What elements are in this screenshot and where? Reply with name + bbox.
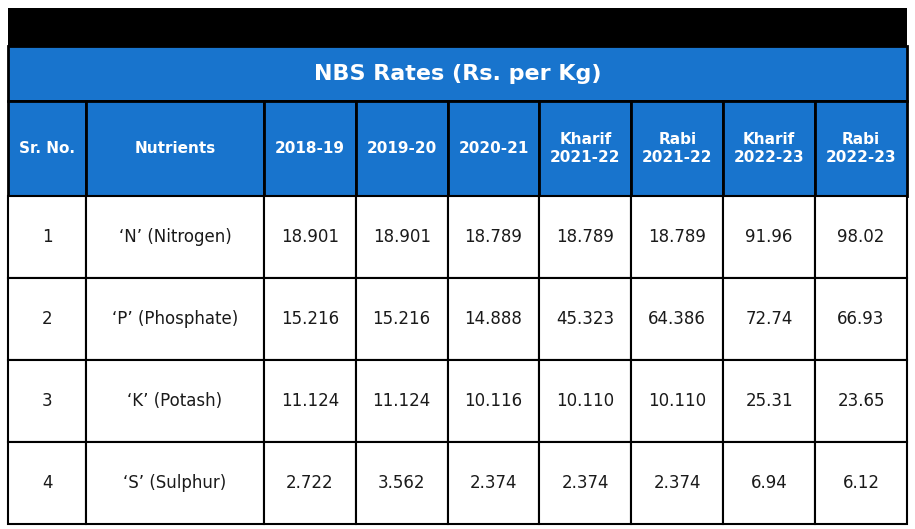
- Bar: [86, 101, 264, 196]
- Text: Sr. No.: Sr. No.: [19, 141, 75, 156]
- Text: Nutrients: Nutrients: [135, 141, 216, 156]
- Text: ‘N’ (Nitrogen): ‘N’ (Nitrogen): [119, 228, 231, 246]
- Bar: [447, 196, 540, 278]
- Text: 14.888: 14.888: [465, 310, 522, 328]
- Text: NBS Rates (Rs. per Kg): NBS Rates (Rs. per Kg): [314, 63, 601, 84]
- Bar: [8, 442, 86, 524]
- Bar: [356, 278, 447, 360]
- Text: 6.94: 6.94: [751, 474, 788, 492]
- Bar: [540, 278, 631, 360]
- Bar: [723, 196, 815, 278]
- Bar: [8, 196, 86, 278]
- Text: 23.65: 23.65: [837, 392, 885, 410]
- Text: 2: 2: [42, 310, 52, 328]
- Bar: [815, 442, 907, 524]
- Text: ‘P’ (Phosphate): ‘P’ (Phosphate): [112, 310, 238, 328]
- Text: 18.789: 18.789: [556, 228, 614, 246]
- Text: 18.901: 18.901: [372, 228, 431, 246]
- Bar: [86, 196, 264, 278]
- Bar: [815, 196, 907, 278]
- Text: ‘S’ (Sulphur): ‘S’ (Sulphur): [124, 474, 227, 492]
- Text: 18.789: 18.789: [649, 228, 706, 246]
- Text: ‘K’ (Potash): ‘K’ (Potash): [127, 392, 222, 410]
- Bar: [356, 196, 447, 278]
- Text: 15.216: 15.216: [281, 310, 339, 328]
- Text: 18.789: 18.789: [465, 228, 522, 246]
- Bar: [86, 278, 264, 360]
- Text: 98.02: 98.02: [837, 228, 885, 246]
- Bar: [815, 360, 907, 442]
- Bar: [631, 442, 723, 524]
- Text: 10.116: 10.116: [465, 392, 522, 410]
- Bar: [86, 360, 264, 442]
- Text: 91.96: 91.96: [746, 228, 793, 246]
- Text: 2018-19: 2018-19: [274, 141, 345, 156]
- Text: 15.216: 15.216: [372, 310, 431, 328]
- Bar: [815, 101, 907, 196]
- Text: 45.323: 45.323: [556, 310, 615, 328]
- Text: 2020-21: 2020-21: [458, 141, 529, 156]
- Text: 10.110: 10.110: [556, 392, 615, 410]
- Text: Rabi
2021-22: Rabi 2021-22: [642, 132, 713, 165]
- Bar: [540, 360, 631, 442]
- Text: 2.374: 2.374: [562, 474, 609, 492]
- Bar: [447, 442, 540, 524]
- Bar: [447, 101, 540, 196]
- Text: 11.124: 11.124: [372, 392, 431, 410]
- Text: 2.722: 2.722: [286, 474, 334, 492]
- Text: 18.901: 18.901: [281, 228, 339, 246]
- Bar: [723, 442, 815, 524]
- Bar: [631, 360, 723, 442]
- Text: 4: 4: [42, 474, 52, 492]
- Text: 3: 3: [42, 392, 52, 410]
- Text: 2.374: 2.374: [653, 474, 701, 492]
- Bar: [723, 360, 815, 442]
- Bar: [631, 278, 723, 360]
- Text: Kharif
2021-22: Kharif 2021-22: [550, 132, 620, 165]
- Bar: [264, 196, 356, 278]
- Bar: [8, 8, 907, 46]
- Text: 11.124: 11.124: [281, 392, 339, 410]
- Text: 66.93: 66.93: [837, 310, 885, 328]
- Text: Kharif
2022-23: Kharif 2022-23: [734, 132, 804, 165]
- Text: 3.562: 3.562: [378, 474, 425, 492]
- Bar: [356, 442, 447, 524]
- Bar: [631, 196, 723, 278]
- Text: 72.74: 72.74: [746, 310, 793, 328]
- Text: 2.374: 2.374: [469, 474, 517, 492]
- Bar: [264, 101, 356, 196]
- Bar: [264, 278, 356, 360]
- Bar: [447, 360, 540, 442]
- Bar: [815, 278, 907, 360]
- Bar: [723, 101, 815, 196]
- Bar: [356, 360, 447, 442]
- Text: Rabi
2022-23: Rabi 2022-23: [825, 132, 897, 165]
- Text: 2019-20: 2019-20: [367, 141, 436, 156]
- Text: 1: 1: [42, 228, 52, 246]
- Bar: [86, 442, 264, 524]
- Text: 10.110: 10.110: [648, 392, 706, 410]
- Bar: [540, 196, 631, 278]
- Bar: [447, 278, 540, 360]
- Bar: [8, 101, 86, 196]
- Text: 25.31: 25.31: [746, 392, 793, 410]
- Bar: [8, 46, 907, 101]
- Bar: [264, 360, 356, 442]
- Bar: [8, 278, 86, 360]
- Text: 6.12: 6.12: [843, 474, 879, 492]
- Text: 64.386: 64.386: [649, 310, 706, 328]
- Bar: [264, 442, 356, 524]
- Bar: [8, 360, 86, 442]
- Bar: [356, 101, 447, 196]
- Bar: [540, 101, 631, 196]
- Bar: [723, 278, 815, 360]
- Bar: [631, 101, 723, 196]
- Bar: [540, 442, 631, 524]
